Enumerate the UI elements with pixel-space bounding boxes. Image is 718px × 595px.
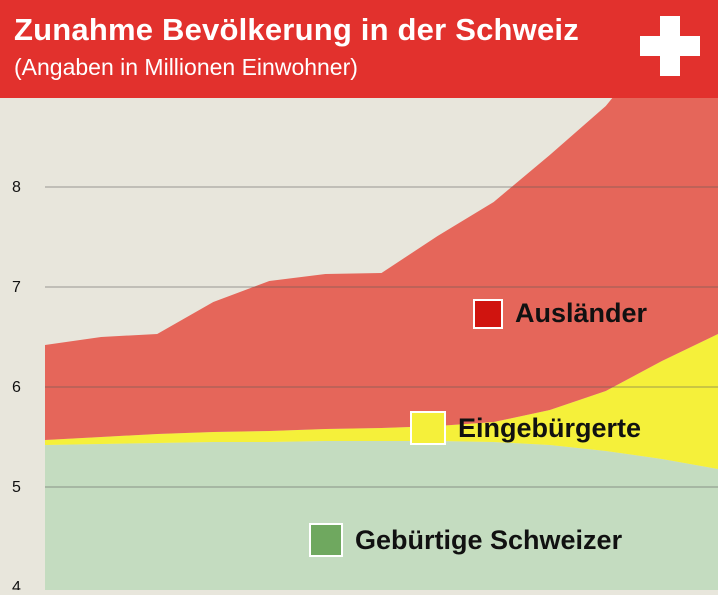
y-tick-label: 4 xyxy=(12,579,21,590)
legend-label-gebuertige: Gebürtige Schweizer xyxy=(355,524,623,555)
chart-header: Zunahme Bevölkerung in der Schweiz (Anga… xyxy=(0,0,718,98)
legend-item-eingebuergerte: Eingebürgerte xyxy=(410,411,641,445)
y-tick-label: 7 xyxy=(12,279,21,296)
legend-label-auslaender: Ausländer xyxy=(515,298,648,328)
legend-item-auslaender: Ausländer xyxy=(473,298,647,329)
legend-swatch-gebuertige xyxy=(309,523,343,557)
y-tick-label: 6 xyxy=(12,379,21,396)
legend-swatch-eingebuergerte xyxy=(410,411,446,445)
stacked-area-chart: 4 5 6 7 8 xyxy=(12,0,718,595)
legend-swatch-auslaender xyxy=(473,298,503,329)
y-tick-label: 8 xyxy=(12,179,21,196)
area-series-1 xyxy=(45,334,718,469)
legend-label-eingebuergerte: Eingebürgerte xyxy=(458,412,642,443)
area-series-0 xyxy=(45,441,718,592)
area-series-2 xyxy=(45,0,718,440)
swiss-cross-icon xyxy=(640,16,700,76)
chart-title: Zunahme Bevölkerung in der Schweiz xyxy=(14,12,579,47)
chart-subtitle: (Angaben in Millionen Einwohner) xyxy=(14,54,358,80)
legend-item-gebuertige: Gebürtige Schweizer xyxy=(309,523,622,557)
y-tick-label: 5 xyxy=(12,479,21,496)
